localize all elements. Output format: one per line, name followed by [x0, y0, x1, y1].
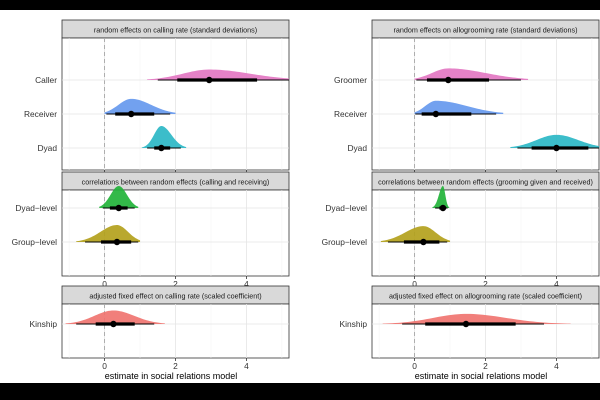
median-point: [432, 110, 440, 118]
density-4-2: [380, 226, 451, 242]
density-3-1: [99, 186, 139, 208]
density-2-3: [510, 134, 599, 148]
category-label: Dyad: [37, 143, 57, 153]
median-point: [110, 320, 117, 328]
category-label: Dyad: [347, 143, 367, 153]
density-2-1: [414, 68, 529, 80]
panel-3: correlations between random effects (cal…: [12, 171, 290, 289]
median-point: [439, 204, 447, 212]
density-2-2: [414, 100, 504, 114]
x-tick-label: 0: [412, 361, 417, 371]
x-tick-label: 4: [554, 361, 559, 371]
density-1-2: [104, 98, 176, 114]
x-tick-label: 0: [412, 279, 417, 289]
panel-4: correlations between random effects (gro…: [322, 171, 600, 289]
top-bar: [0, 0, 600, 10]
density-1-3: [141, 126, 187, 148]
x-tick-label: 4: [244, 361, 249, 371]
panel-title: random effects on calling rate (standard…: [94, 26, 257, 35]
x-tick-label: 0: [102, 279, 107, 289]
x-tick-label: 4: [244, 279, 249, 289]
category-label: Dyad−level: [325, 203, 367, 213]
x-axis-label-right: estimate in social relations model: [415, 371, 548, 381]
bottom-bar: [0, 383, 600, 400]
density-3-2: [76, 225, 141, 242]
category-label: Kinship: [340, 319, 368, 329]
median-point: [462, 320, 470, 328]
median-point: [420, 238, 427, 246]
category-label: Receiver: [334, 109, 367, 119]
median-point: [205, 76, 213, 84]
panel-title: adjusted fixed effect on allogrooming ra…: [389, 292, 582, 301]
median-point: [113, 238, 121, 246]
category-label: Receiver: [24, 109, 57, 119]
median-point: [158, 144, 165, 152]
panel-title: correlations between random effects (cal…: [82, 178, 270, 187]
density-1-1: [147, 69, 289, 80]
panel-1: random effects on calling rate (standard…: [24, 19, 290, 183]
category-label: Group−level: [12, 237, 58, 247]
category-label: Dyad−level: [15, 203, 57, 213]
category-label: Groomer: [334, 75, 367, 85]
panel-2: random effects on allogrooming rate (sta…: [334, 19, 600, 183]
x-tick-label: 2: [173, 279, 178, 289]
density-6-1: [382, 313, 571, 324]
x-tick-label: 2: [173, 361, 178, 371]
x-axis-label-left: estimate in social relations model: [105, 371, 238, 381]
category-label: Kinship: [30, 319, 58, 329]
median-point: [553, 144, 560, 152]
panel-title: correlations between random effects (gro…: [378, 178, 593, 187]
category-label: Group−level: [322, 237, 368, 247]
median-point: [445, 76, 452, 84]
x-tick-label: 0: [102, 361, 107, 371]
panel-title: adjusted fixed effect on calling rate (s…: [89, 292, 261, 301]
density-5-1: [65, 310, 165, 324]
panel-6: adjusted fixed effect on allogrooming ra…: [340, 285, 600, 371]
panel-title: random effects on allogrooming rate (sta…: [393, 26, 577, 35]
median-point: [115, 204, 122, 212]
x-tick-label: 2: [483, 279, 488, 289]
panel-5: adjusted fixed effect on calling rate (s…: [30, 285, 290, 371]
category-label: Caller: [35, 75, 57, 85]
median-point: [127, 110, 135, 118]
x-tick-label: 2: [483, 361, 488, 371]
density-4-1: [432, 186, 450, 208]
x-tick-label: 4: [554, 279, 559, 289]
